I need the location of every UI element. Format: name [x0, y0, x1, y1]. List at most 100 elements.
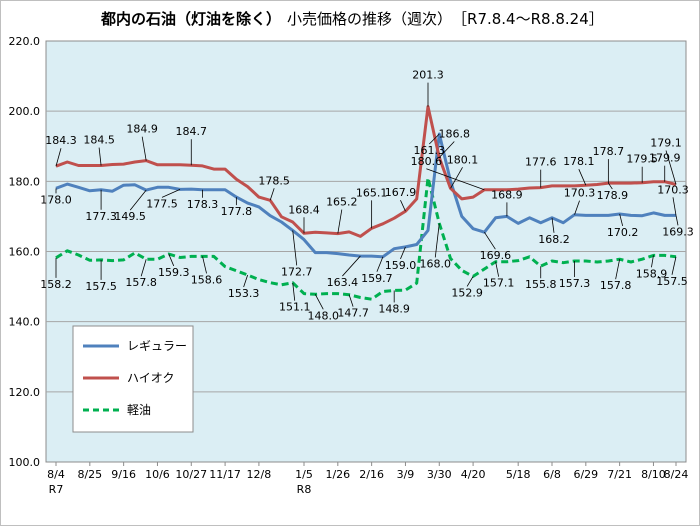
- x-tick-label: 1/5: [295, 468, 313, 481]
- data-label: 168.4: [288, 203, 320, 216]
- data-label: 168.9: [491, 188, 523, 201]
- data-label: 157.1: [483, 277, 515, 290]
- y-tick-label: 200.0: [9, 105, 41, 118]
- series-lines: [55, 105, 677, 301]
- label-leader: [615, 259, 621, 280]
- label-leader: [551, 217, 555, 233]
- legend-label-2: 軽油: [127, 403, 151, 417]
- data-label: 148.9: [378, 302, 410, 315]
- data-label: 157.5: [85, 280, 117, 293]
- data-label: 178.9: [597, 189, 629, 202]
- data-label: 158.9: [636, 267, 668, 280]
- x-year-label: R7: [49, 483, 64, 496]
- x-tick-label: 6/8: [543, 468, 561, 481]
- data-label: 152.9: [451, 286, 483, 299]
- label-leader: [578, 169, 587, 186]
- label-leader: [140, 259, 147, 277]
- data-label: 165.1: [356, 186, 388, 199]
- x-tick-label: 1/26: [325, 468, 350, 481]
- y-tick-label: 160.0: [9, 246, 41, 259]
- x-year-label: R8: [297, 483, 312, 496]
- x-axis: 8/4 8/25 9/16 10/6 10/27 11/17 12/8 1/5 1/26 2/16…: [47, 462, 688, 496]
- data-label: 177.6: [525, 156, 557, 169]
- label-leader: [141, 136, 147, 161]
- legend-label-0: レギュラー: [127, 339, 187, 353]
- x-tick-label: 10/6: [145, 468, 170, 481]
- data-label: 158.6: [191, 273, 223, 286]
- y-tick-label: 220.0: [9, 35, 41, 48]
- label-leader: [161, 189, 181, 198]
- label-leader: [484, 231, 496, 250]
- data-label: 177.5: [146, 197, 178, 210]
- label-leader: [574, 200, 580, 215]
- label-leader: [608, 182, 613, 190]
- data-label: 157.8: [125, 276, 157, 289]
- label-leader: [337, 209, 343, 234]
- x-tick-label: 8/4: [47, 468, 65, 481]
- data-label: 161.3: [414, 144, 446, 157]
- data-label: 169.6: [480, 249, 512, 262]
- chart-title-main: 都内の石油（灯油を除く）: [100, 10, 281, 28]
- data-label: 169.3: [662, 225, 694, 238]
- x-tick-label: 5/18: [506, 468, 531, 481]
- data-label: 178.0: [40, 193, 72, 206]
- label-leader: [202, 256, 207, 274]
- label-leader: [55, 148, 62, 167]
- data-label: 158.2: [40, 278, 72, 291]
- x-tick-label: 3/9: [397, 468, 415, 481]
- x-tick-label: 12/8: [247, 468, 272, 481]
- data-label: 168.2: [538, 233, 570, 246]
- x-tick-label: 8/24: [664, 468, 689, 481]
- data-label: 148.0: [308, 309, 340, 322]
- data-label: 170.3: [564, 187, 596, 200]
- data-label: 177.3: [85, 210, 117, 223]
- data-label: 178.3: [187, 198, 219, 211]
- label-leader: [400, 199, 406, 212]
- label-leader: [450, 167, 463, 189]
- label-leader: [495, 261, 500, 277]
- legend-label-1: ハイオク: [127, 371, 175, 385]
- data-label: 159.0: [385, 259, 417, 272]
- x-tick-label: 11/17: [209, 468, 241, 481]
- series-line-1: [55, 105, 677, 238]
- label-leader: [243, 274, 249, 288]
- y-tick-label: 120.0: [9, 386, 41, 399]
- data-label: 157.3: [559, 277, 591, 290]
- label-leader: [269, 188, 275, 201]
- label-leader: [466, 276, 474, 287]
- label-leader: [314, 294, 324, 310]
- data-label: 167.9: [385, 186, 417, 199]
- data-label: 184.5: [83, 134, 115, 147]
- label-leader: [426, 168, 485, 191]
- data-label: 180.6: [411, 155, 443, 168]
- data-label: 180.1: [447, 153, 479, 166]
- series-line-0: [55, 132, 676, 259]
- data-label: 201.3: [412, 69, 444, 82]
- label-leader: [619, 213, 624, 227]
- label-leader: [672, 197, 677, 216]
- data-label: 177.8: [221, 205, 253, 218]
- data-label: 159.7: [361, 272, 393, 285]
- label-leader: [168, 253, 175, 267]
- label-leader: [438, 141, 455, 158]
- data-label: 172.7: [281, 265, 313, 278]
- x-tick-label: 6/29: [573, 468, 598, 481]
- data-label: 184.7: [176, 125, 208, 138]
- x-tick-label: 3/30: [427, 468, 452, 481]
- data-label: 179.5: [626, 153, 658, 166]
- y-tick-label: 180.0: [9, 175, 41, 188]
- data-label: 151.1: [279, 301, 311, 314]
- label-leader: [400, 246, 406, 260]
- data-label: 153.3: [228, 287, 260, 300]
- y-tick-label: 140.0: [9, 316, 41, 329]
- label-leader: [675, 215, 679, 226]
- label-leader: [671, 256, 677, 275]
- x-tick-label: 9/16: [111, 468, 136, 481]
- x-tick-label: 10/27: [175, 468, 207, 481]
- label-leader: [665, 150, 677, 185]
- data-label: 184.3: [45, 134, 77, 147]
- data-label: 170.3: [657, 183, 689, 196]
